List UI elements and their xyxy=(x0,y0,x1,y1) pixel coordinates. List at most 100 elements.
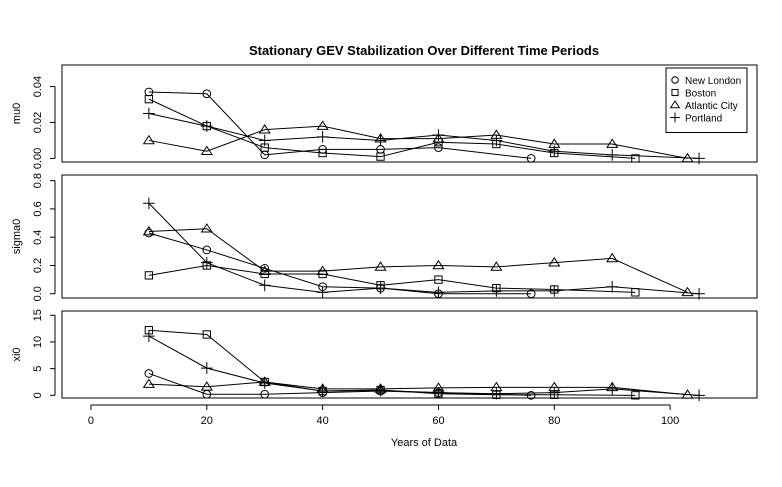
panel-frame-sigma0 xyxy=(61,174,758,299)
x-tick-label: 80 xyxy=(548,415,560,427)
point-atlantic-city xyxy=(316,120,329,130)
x-axis-label: Years of Data xyxy=(391,437,458,449)
point-new-london xyxy=(526,289,536,299)
panel-sigma0: 0.0 0.2 0.4 0.6 0.8 sigma0 xyxy=(11,173,758,301)
point-new-london xyxy=(434,143,443,152)
series-atlantic-city-sigma0 xyxy=(142,223,694,297)
y-tick-label-sigma0: 0.8 xyxy=(32,173,44,188)
point-portland xyxy=(143,197,155,210)
point-boston xyxy=(631,154,640,163)
x-tick-label: 20 xyxy=(201,415,213,427)
point-atlantic-city xyxy=(606,138,619,148)
series-portland-sigma0 xyxy=(143,197,705,300)
series-line-new-london xyxy=(148,372,532,396)
point-portland xyxy=(490,285,503,297)
point-boston xyxy=(434,275,443,284)
legend-marker-atlantic-city xyxy=(669,100,681,109)
x-tick-label: 40 xyxy=(317,415,329,427)
point-atlantic-city xyxy=(200,381,213,391)
legend-label-boston: Boston xyxy=(685,89,716,100)
point-atlantic-city xyxy=(681,286,694,297)
point-atlantic-city xyxy=(142,378,155,388)
panel-mu0: 0.00 0.02 0.04 mu0 New London BostonAtlantic … xyxy=(11,64,758,169)
y-tick-label-sigma0: 0.6 xyxy=(32,201,44,216)
point-portland xyxy=(548,285,561,297)
series-line-new-london xyxy=(148,91,532,159)
point-new-london xyxy=(260,389,270,399)
x-tick-label: 0 xyxy=(88,415,94,427)
series-line-portland xyxy=(148,202,700,295)
x-tick-label: 60 xyxy=(432,415,444,427)
legend-label-new-london: New London xyxy=(685,76,741,87)
point-atlantic-city xyxy=(606,252,619,263)
point-portland xyxy=(374,134,387,147)
series-line-atlantic-city xyxy=(148,381,688,396)
legend-box xyxy=(665,67,748,133)
series-line-atlantic-city xyxy=(148,125,688,159)
point-portland xyxy=(374,384,387,397)
point-portland xyxy=(316,385,329,397)
point-portland xyxy=(693,389,705,402)
point-portland xyxy=(200,120,213,132)
point-portland xyxy=(693,152,705,165)
series-line-boston xyxy=(148,98,636,159)
point-boston xyxy=(144,94,154,104)
legend-marker-portland xyxy=(670,112,680,123)
y-tick-label-xi0: 10 xyxy=(32,336,44,348)
x-tick-label: 100 xyxy=(661,415,679,427)
point-portland xyxy=(258,134,271,147)
series-portland-xi0 xyxy=(143,330,705,402)
y-axis-label-xi0: xi0 xyxy=(11,347,23,361)
y-tick-label-xi0: 15 xyxy=(32,309,44,321)
point-atlantic-city xyxy=(490,261,503,271)
legend-marker-boston xyxy=(671,88,679,97)
point-atlantic-city xyxy=(374,261,387,271)
point-portland xyxy=(432,129,445,141)
series-line-atlantic-city xyxy=(148,228,688,293)
series-line-portland xyxy=(148,113,700,159)
series-line-boston xyxy=(148,264,636,293)
point-new-london xyxy=(202,245,212,255)
y-tick-label-sigma0: 0.4 xyxy=(32,230,44,245)
series-atlantic-city-mu0 xyxy=(142,120,694,163)
point-new-london xyxy=(144,369,154,378)
point-portland xyxy=(432,386,445,399)
y-tick-label-xi0: 5 xyxy=(32,366,44,372)
legend-marker-new-london xyxy=(671,76,679,84)
point-portland xyxy=(490,134,503,147)
point-portland xyxy=(258,279,271,292)
x-axis: 0 20 40 60 80 100 xyxy=(88,404,679,427)
point-portland xyxy=(606,383,619,395)
point-atlantic-city xyxy=(258,124,271,134)
point-atlantic-city xyxy=(316,265,329,275)
y-tick-label-mu0: 0.00 xyxy=(32,148,44,169)
point-boston xyxy=(631,391,640,400)
series-line-portland xyxy=(148,335,700,396)
panel-xi0: 0 5 10 15 xi0 xyxy=(11,309,758,402)
point-new-london xyxy=(526,390,536,400)
point-portland xyxy=(606,149,619,161)
point-new-london xyxy=(202,89,212,99)
y-tick-label-sigma0: 0.0 xyxy=(32,286,44,301)
point-atlantic-city xyxy=(548,257,561,267)
point-atlantic-city xyxy=(432,132,445,143)
point-atlantic-city xyxy=(200,223,213,233)
legend-label-portland: Portland xyxy=(685,114,722,125)
y-tick-label-mu0: 0.04 xyxy=(32,76,44,97)
point-portland xyxy=(316,131,329,143)
point-boston xyxy=(144,271,154,280)
point-atlantic-city xyxy=(142,225,155,236)
point-atlantic-city xyxy=(200,145,213,156)
y-axis-label-mu0: mu0 xyxy=(11,103,23,124)
point-portland xyxy=(432,286,445,299)
point-portland xyxy=(374,282,387,294)
point-portland xyxy=(606,280,619,293)
y-axis-label-sigma0: sigma0 xyxy=(11,219,23,254)
legend-label-atlantic-city: Atlantic City xyxy=(685,101,738,112)
series-boston-xi0 xyxy=(144,326,640,400)
point-portland xyxy=(200,362,213,374)
y-tick-label-mu0: 0.02 xyxy=(32,112,44,133)
point-portland xyxy=(316,286,329,299)
